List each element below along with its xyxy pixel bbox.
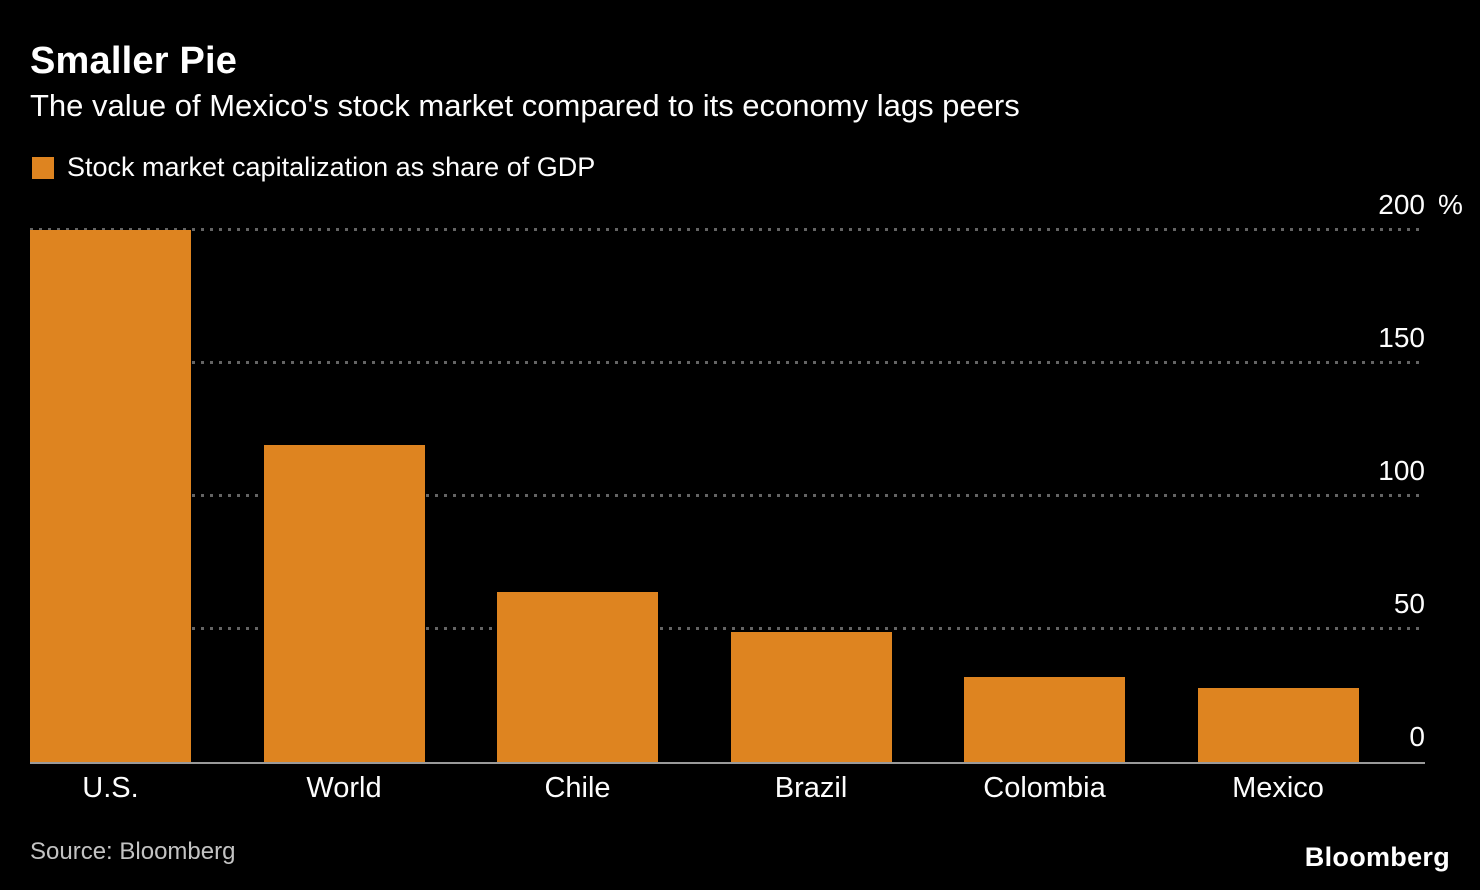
y-axis-tick-label: 100 [1378,455,1425,486]
legend-label: Stock market capitalization as share of … [67,152,596,182]
bar-chile [497,591,658,762]
x-axis-labels: U.S. World Chile Brazil Colombia Mexico [30,772,1425,812]
y-axis-tick-label: 50 [1393,588,1425,619]
x-axis-category-label: Brazil [774,772,848,804]
plot-area [30,228,1425,764]
y-axis-unit-label: % [1438,189,1463,220]
bar-brazil [730,631,892,762]
gridline [30,494,1425,497]
y-axis-tick-label: 0 [1409,721,1425,752]
bar-world [263,445,425,762]
chart-subtitle: The value of Mexico's stock market compa… [30,88,1020,123]
bloomberg-logo: Bloomberg [1304,842,1450,872]
y-axis-tick-label: 150 [1378,322,1425,353]
bar-us [30,230,191,762]
chart-title: Smaller Pie [30,40,238,82]
bars-container [30,230,1425,762]
bar-mexico [1197,687,1359,762]
source-note: Source: Bloomberg [30,838,236,865]
gridline [30,627,1425,630]
x-axis-category-label: Chile [544,772,611,804]
gridline [30,228,1425,231]
y-axis-tick-label: 200% [1378,189,1463,220]
x-axis-category-label: U.S. [82,772,139,804]
x-axis-category-label: Mexico [1232,772,1324,804]
x-axis-baseline [30,762,1425,764]
legend-swatch-icon [32,156,54,179]
bar-colombia [964,676,1125,762]
x-axis-category-label: World [306,772,382,804]
legend: Stock market capitalization as share of … [32,152,595,183]
x-axis-category-label: Colombia [983,772,1106,804]
gridline [30,361,1425,364]
